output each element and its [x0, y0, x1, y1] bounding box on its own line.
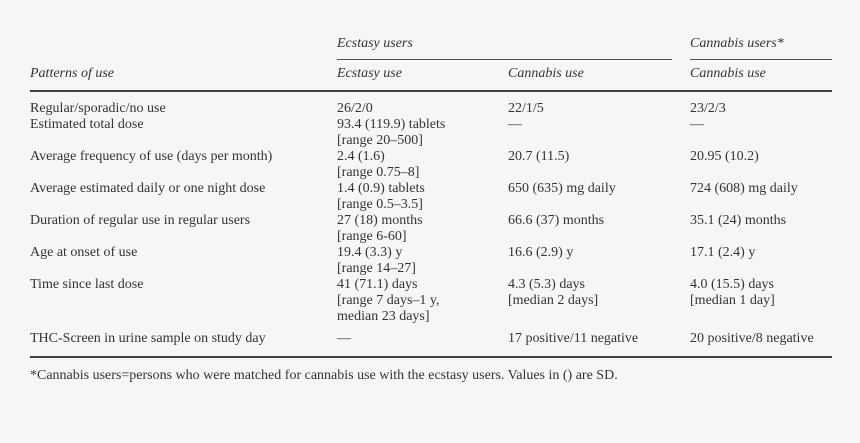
- row-label: Duration of regular use in regular users: [30, 213, 251, 228]
- table-row: Estimated total dose 93.4 (119.9) tablet…: [30, 117, 832, 149]
- spanner-header-row: Patterns of use Ecstasy users Cannabis u…: [30, 36, 833, 92]
- column-header-row: Ecstasy use Cannabis use Cannabis use: [30, 60, 833, 92]
- table-row: THC-Screen in urine sample on study day …: [30, 325, 833, 358]
- cell: 23/2/3: [690, 101, 726, 116]
- cell: 16.6 (2.9) y: [508, 245, 574, 260]
- spanner-ecstasy-users-label: Ecstasy users: [337, 36, 673, 60]
- row-label: THC-Screen in urine sample on study day: [30, 325, 337, 358]
- table-row: Duration of regular use in regular users…: [30, 213, 832, 245]
- spanner-ecstasy-users: Ecstasy users: [337, 36, 690, 60]
- column-header-cannabis-use: Cannabis use: [508, 60, 691, 92]
- cell: —: [508, 117, 522, 132]
- row-label: Average frequency of use (days per month…: [30, 149, 273, 164]
- cell: 22/1/5: [508, 101, 544, 116]
- column-header-ecstasy-use: Ecstasy use: [337, 60, 508, 92]
- row-label: Regular/sporadic/no use: [30, 101, 166, 116]
- cell: 17.1 (2.4) y: [690, 245, 756, 260]
- cell: 93.4 (119.9) tablets [range 20–500]: [337, 117, 446, 148]
- row-label: Age at onset of use: [30, 245, 138, 260]
- cell: 724 (608) mg daily: [690, 181, 798, 196]
- table-row: Age at onset of use 19.4 (3.3) y [range …: [30, 245, 832, 277]
- table-row: Average estimated daily or one night dos…: [30, 181, 832, 213]
- patterns-of-use-table: Patterns of use Ecstasy users Cannabis u…: [30, 36, 833, 358]
- table-footnote: *Cannabis users=persons who were matched…: [30, 368, 618, 383]
- cell: 650 (635) mg daily: [508, 181, 616, 196]
- cell: 17 positive/11 negative: [508, 325, 691, 358]
- cell: 1.4 (0.9) tablets [range 0.5–3.5]: [337, 181, 425, 212]
- row-label: Estimated total dose: [30, 117, 144, 132]
- cell: 2.4 (1.6) [range 0.75–8]: [337, 149, 420, 180]
- cell: 41 (71.1) days [range 7 days–1 y, median…: [337, 277, 440, 324]
- row-label: Average estimated daily or one night dos…: [30, 181, 266, 196]
- cell: 20.7 (11.5): [508, 149, 570, 164]
- spanner-cannabis-users-label: Cannabis users*: [690, 36, 833, 60]
- cell: 20.95 (10.2): [690, 149, 759, 164]
- cell: 35.1 (24) months: [690, 213, 787, 228]
- table-row: Time since last dose 41 (71.1) days [ran…: [30, 277, 832, 325]
- row-label: Time since last dose: [30, 277, 144, 292]
- stub-column-header: Patterns of use: [30, 36, 337, 92]
- table-row: Regular/sporadic/no use 26/2/0 22/1/5 23…: [30, 91, 832, 117]
- table-row: Average frequency of use (days per month…: [30, 149, 832, 181]
- column-header-cannabis-use-matched: Cannabis use: [690, 60, 833, 92]
- cell: 66.6 (37) months: [508, 213, 605, 228]
- cell: 4.3 (5.3) days [median 2 days]: [508, 277, 599, 308]
- cell: 20 positive/8 negative: [690, 325, 833, 358]
- spanner-cannabis-users: Cannabis users*: [690, 36, 833, 60]
- cell: 4.0 (15.5) days [median 1 day]: [690, 277, 775, 308]
- cell: 19.4 (3.3) y [range 14–27]: [337, 245, 416, 276]
- cell: 26/2/0: [337, 101, 373, 116]
- cell: 27 (18) months [range 6-60]: [337, 213, 423, 244]
- cell: —: [690, 117, 705, 132]
- cell: —: [337, 325, 508, 358]
